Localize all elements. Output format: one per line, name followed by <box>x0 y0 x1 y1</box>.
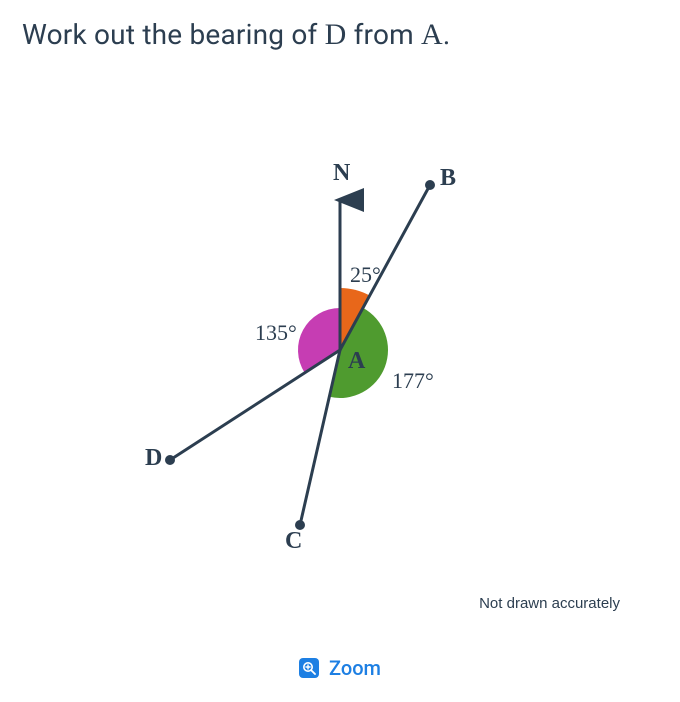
label-b: B <box>440 165 456 192</box>
angle-label-25: 25° <box>350 262 381 288</box>
angle-label-177: 177° <box>392 368 434 394</box>
zoom-button[interactable]: Zoom <box>299 656 381 680</box>
question-text: Work out the bearing of D from A. <box>22 18 658 52</box>
label-a: A <box>348 348 365 375</box>
not-drawn-accurately-note: Not drawn accurately <box>479 595 620 612</box>
angle-label-135: 135° <box>255 320 297 346</box>
question-var-d: D <box>325 18 347 51</box>
question-var-a: A <box>421 18 443 51</box>
label-n: N <box>333 160 350 187</box>
question-suffix: . <box>443 18 451 51</box>
bearing-diagram: N B A C D 25° 135° 177° <box>90 130 590 570</box>
question-mid: from <box>346 18 421 51</box>
zoom-in-icon <box>299 658 319 678</box>
label-c: C <box>285 528 302 555</box>
question-prefix: Work out the bearing of <box>22 18 325 51</box>
diagram-svg <box>90 130 590 570</box>
zoom-label: Zoom <box>329 656 381 680</box>
label-d: D <box>145 445 162 472</box>
